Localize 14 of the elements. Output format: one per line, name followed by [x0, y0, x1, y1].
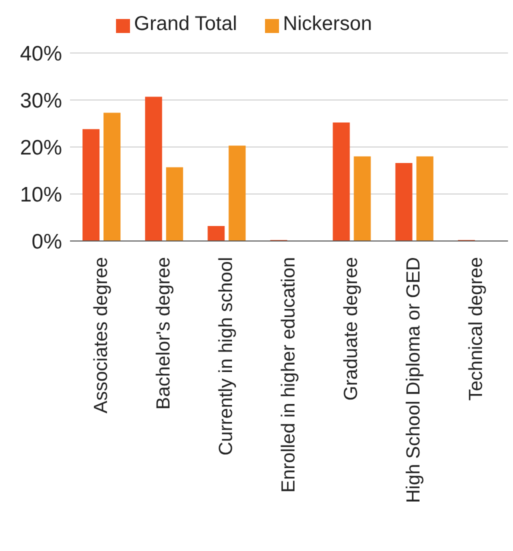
x-tick-label: Enrolled in higher education — [278, 257, 300, 493]
legend-label: Nickerson — [283, 13, 372, 35]
x-tick-label: Technical degree — [466, 257, 488, 401]
x-tick-label: High School Diploma or GED — [404, 257, 425, 504]
legend-label: Grand Total — [134, 13, 238, 35]
x-tick-label: Bachelor's degree — [153, 257, 174, 410]
x-tick-label: Currently in high school — [216, 257, 237, 456]
y-tick-label: 30% — [20, 89, 62, 112]
y-tick-label: 0% — [32, 230, 62, 254]
x-tick-label: Associates degree — [90, 257, 112, 414]
y-tick-label: 40% — [20, 42, 62, 66]
x-tick-label: Graduate degree — [341, 257, 362, 401]
y-tick-label: 20% — [20, 136, 62, 160]
y-tick-label: 10% — [20, 183, 62, 206]
